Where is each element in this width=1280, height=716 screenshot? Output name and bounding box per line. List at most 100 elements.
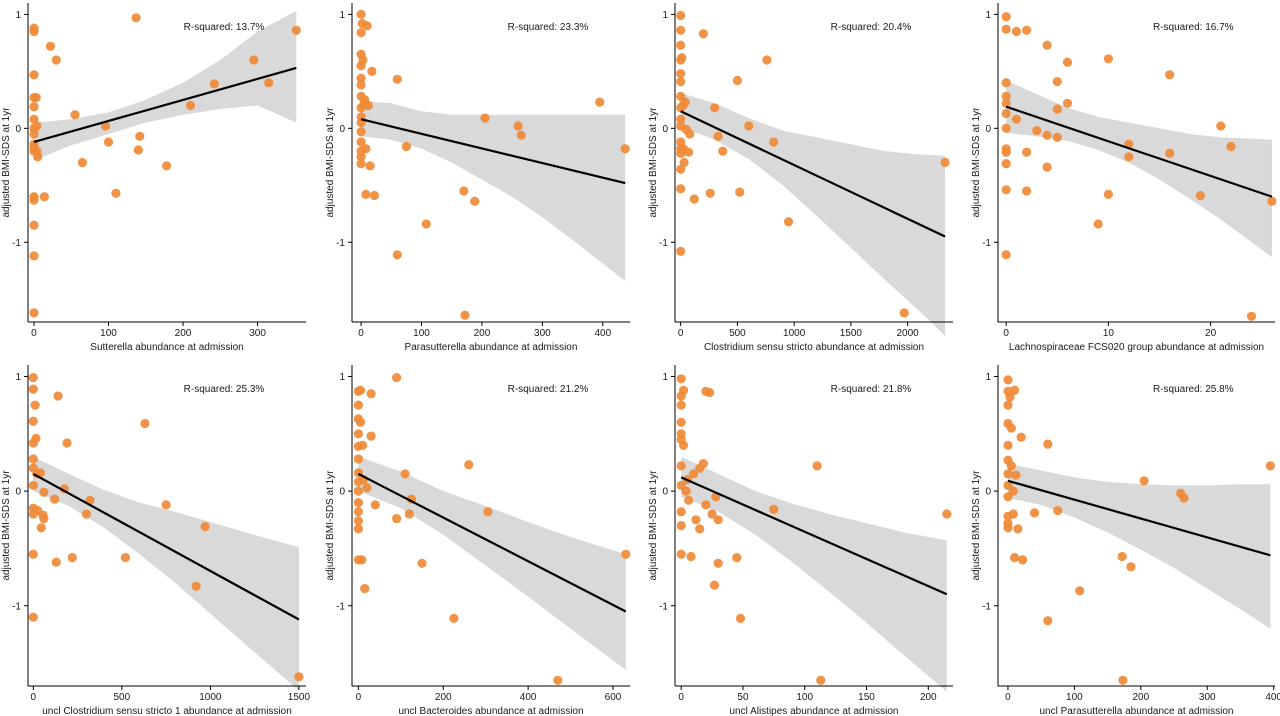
data-point (191, 581, 201, 591)
data-point (677, 53, 687, 63)
data-point (698, 459, 709, 469)
y-tick-label: -1 (982, 601, 991, 612)
data-point (812, 461, 822, 471)
data-point (1052, 77, 1062, 87)
x-axis-title: Clostridium sensu stricto abundance at a… (704, 342, 924, 353)
regression-line (680, 476, 948, 596)
x-tick-label: 200 (435, 692, 452, 703)
data-point (595, 97, 605, 107)
y-axis-title: adjusted BMI-SDS at 1yr (1, 470, 12, 581)
x-tick-label: 300 (1199, 692, 1216, 703)
data-point (28, 373, 38, 383)
y-tick-label: -1 (982, 238, 991, 249)
data-point (513, 121, 523, 131)
confidence-band (680, 93, 946, 336)
data-point (732, 75, 743, 86)
scatter-panel-3: 0 500 1000 1500 2000 -1 0 1 Clostridium sensu st… (648, 3, 953, 353)
data-point (29, 308, 39, 318)
data-point (355, 417, 366, 427)
data-point (353, 507, 363, 517)
data-point (133, 145, 143, 155)
r-squared-label: R-squared: 20.4% (831, 22, 912, 33)
data-point (291, 25, 301, 35)
data-point (1124, 152, 1134, 162)
data-point (1010, 385, 1020, 395)
data-point (356, 9, 366, 19)
y-tick-label: -1 (659, 601, 668, 612)
data-point (464, 460, 474, 470)
x-tick-label: 0 (358, 328, 364, 339)
data-point (360, 584, 370, 594)
data-point (135, 131, 145, 141)
data-point (361, 189, 371, 199)
data-point (1052, 132, 1062, 142)
data-point (29, 220, 39, 230)
data-point (369, 190, 379, 201)
data-point (370, 500, 380, 510)
y-tick-label: 0 (662, 124, 668, 135)
data-point (713, 131, 723, 141)
data-point (1003, 469, 1013, 479)
data-point (366, 431, 376, 441)
x-tick-label: 0 (678, 692, 684, 703)
y-tick-label: 0 (985, 124, 991, 135)
r-squared-label: R-squared: 16.7% (1153, 22, 1234, 33)
data-point (29, 129, 39, 139)
data-point (81, 509, 91, 519)
data-point (365, 161, 375, 171)
x-tick-label: 500 (729, 328, 746, 339)
data-point (131, 13, 141, 23)
data-point (356, 27, 366, 38)
data-point (28, 454, 38, 464)
regression-line (357, 472, 627, 613)
data-point (358, 440, 368, 450)
regression-line (360, 118, 626, 185)
data-point (28, 416, 38, 426)
data-point (36, 523, 46, 533)
data-point (1053, 506, 1063, 516)
data-point (899, 308, 909, 318)
data-point (1165, 148, 1175, 158)
data-point (685, 129, 695, 139)
data-point (676, 114, 686, 124)
data-point (676, 77, 686, 87)
data-point (769, 504, 779, 514)
data-point (691, 515, 701, 525)
data-point (1003, 523, 1013, 533)
data-point (111, 188, 121, 198)
data-point (735, 187, 745, 197)
data-point (53, 391, 63, 401)
data-point (1022, 25, 1032, 35)
confidence-band (1006, 80, 1272, 258)
data-point (39, 514, 49, 524)
data-point (1139, 476, 1149, 486)
data-point (470, 196, 480, 206)
y-axis-title: adjusted BMI-SDS at 1yr (1, 107, 12, 218)
data-point (1267, 196, 1277, 206)
y-tick-label: 0 (662, 487, 668, 498)
y-axis-title: adjusted BMI-SDS at 1yr (971, 470, 982, 581)
data-point (676, 10, 686, 21)
data-point (400, 469, 410, 479)
data-point (676, 40, 686, 50)
data-point (103, 137, 114, 147)
data-point (51, 557, 61, 567)
confidence-band (361, 101, 626, 281)
data-point (705, 387, 715, 398)
y-tick-label: 1 (339, 372, 345, 383)
data-point (679, 385, 689, 395)
data-point (680, 97, 690, 107)
data-point (29, 26, 39, 37)
data-point (1103, 54, 1113, 64)
y-tick-label: 1 (15, 372, 21, 383)
y-axis-title: adjusted BMI-SDS at 1yr (648, 107, 659, 218)
data-point (1013, 524, 1023, 534)
data-point (1001, 91, 1011, 101)
data-point (686, 551, 696, 562)
data-point (353, 516, 363, 526)
x-tick-label: 10 (1103, 328, 1115, 339)
data-point (353, 524, 363, 534)
confidence-band (33, 456, 299, 691)
x-tick-label: 1000 (199, 692, 222, 703)
data-point (676, 184, 686, 194)
